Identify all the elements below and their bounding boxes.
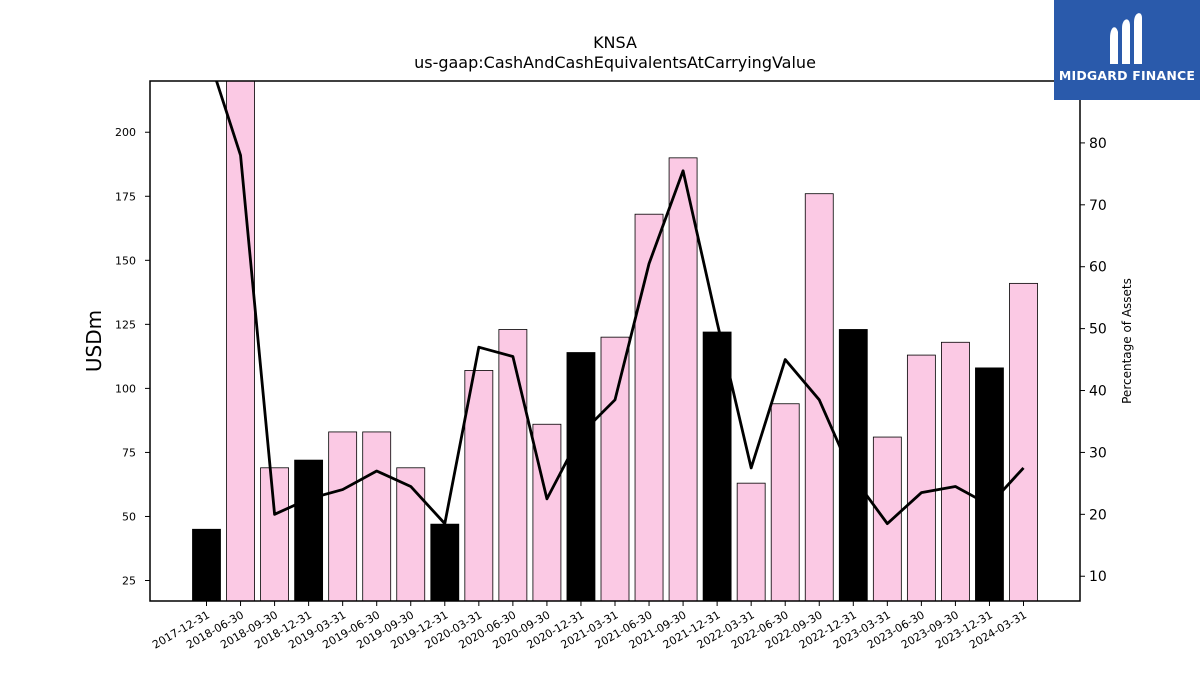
y-tick-label: 100 (115, 382, 136, 395)
y2-tick-label: 40 (1089, 384, 1107, 400)
bar-2019-09-30 (396, 467, 426, 601)
y-tick-label: 150 (115, 254, 136, 267)
chart-title: KNSA (593, 33, 637, 52)
y2-tick-label: 30 (1089, 445, 1107, 461)
y2-tick-label: 80 (1089, 136, 1107, 152)
bar-2020-06-30 (498, 329, 528, 601)
percentage-line (215, 81, 1025, 526)
bar-2024-03-31 (1009, 282, 1038, 601)
bar-2023-03-31 (872, 436, 902, 601)
y-tick-label: 125 (115, 318, 136, 331)
bar-2022-12-31 (838, 329, 868, 601)
y2-tick-label: 60 (1089, 260, 1107, 276)
bar-2020-03-31 (464, 370, 494, 601)
bar-2023-06-30 (906, 354, 936, 601)
chart-subtitle: us-gaap:CashAndCashEquivalentsAtCarrying… (414, 53, 816, 72)
bar-2019-06-30 (362, 431, 392, 601)
brand-logo: MIDGARD FINANCE (1054, 0, 1200, 100)
y2-tick-label: 20 (1089, 507, 1107, 523)
y-tick-label: 25 (122, 575, 136, 588)
bar-2020-12-31 (566, 352, 596, 601)
bar-2022-09-30 (804, 193, 834, 601)
midgard-logo-icon (1110, 13, 1142, 65)
bar-2018-12-31 (294, 459, 324, 601)
bar-2022-06-30 (770, 403, 800, 601)
y2-tick-label: 10 (1089, 569, 1107, 585)
bar-2021-09-30 (668, 157, 698, 601)
bar-2019-12-31 (430, 523, 460, 601)
bar-2021-06-30 (634, 213, 664, 601)
bar-2022-03-31 (736, 482, 766, 601)
bar-2017-12-31 (192, 528, 221, 601)
bar-2018-09-30 (260, 467, 289, 601)
y-tick-label: 175 (115, 190, 136, 203)
y2-tick-label: 50 (1089, 322, 1107, 338)
bar-2023-12-31 (975, 367, 1004, 601)
bar-2019-03-31 (328, 431, 358, 601)
logo-text: MIDGARD FINANCE (1058, 68, 1196, 83)
y-tick-label: 50 (122, 510, 136, 523)
bar-2023-09-30 (941, 341, 970, 601)
y2-axis-label: Percentage of Assets (1120, 278, 1134, 404)
bar-2021-03-31 (600, 336, 630, 601)
y-tick-label: 200 (115, 126, 136, 139)
y2-tick-label: 70 (1089, 198, 1107, 214)
bar-2020-09-30 (532, 423, 562, 601)
y-axis-label: USDm (82, 310, 106, 372)
bar-2021-12-31 (702, 331, 732, 601)
y-tick-label: 75 (122, 446, 136, 459)
